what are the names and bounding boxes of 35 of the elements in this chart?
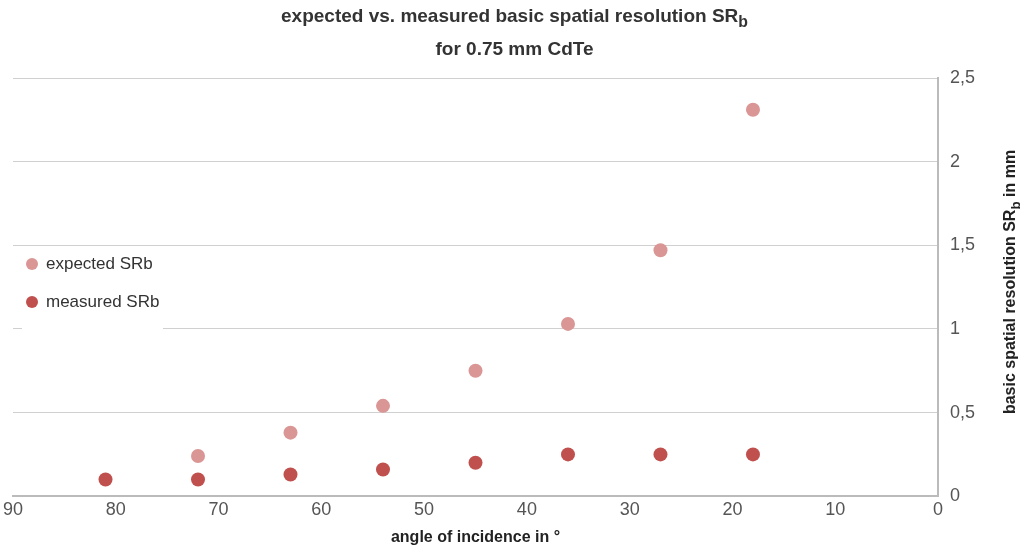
y-tick-label: 2,5 — [949, 66, 976, 87]
point — [468, 455, 483, 470]
x-tick-label: 50 — [414, 498, 435, 519]
point — [283, 425, 298, 440]
y-tick-label: 1 — [949, 317, 960, 338]
point — [98, 472, 113, 487]
y-tick-label: 0 — [949, 485, 960, 506]
x-tick-label: 70 — [208, 498, 229, 519]
x-axis-title: angle of incidence in ° — [390, 527, 561, 545]
chart-title: expected vs. measured basic spatial resolution SR$_{b}$ for 0.75 mm CdTe — [281, 5, 748, 59]
legend-label: measured SRb — [46, 292, 160, 311]
point — [191, 472, 205, 487]
point — [191, 449, 205, 464]
y-tick-label: 1,5 — [949, 234, 976, 255]
x-tick-label: 60 — [311, 498, 332, 519]
point — [468, 363, 483, 378]
point — [745, 447, 760, 462]
point — [560, 447, 575, 462]
y-tick-label: 2 — [949, 150, 960, 171]
x-tick-label: 40 — [516, 498, 537, 519]
x-tick-label: 10 — [825, 498, 846, 519]
x-tick-label: 0 — [932, 498, 943, 519]
x-tick-label: 20 — [722, 498, 743, 519]
x-tick-label: 80 — [105, 498, 126, 519]
point — [283, 467, 298, 482]
point — [653, 447, 668, 462]
point — [560, 316, 575, 331]
point — [653, 243, 668, 258]
x-tick-label: 90 — [3, 498, 24, 519]
point — [745, 102, 760, 117]
y-tick-label: 0,5 — [949, 401, 976, 422]
x-tick-label: 30 — [619, 498, 640, 519]
legend-label: expected SRb — [46, 254, 153, 273]
point — [376, 398, 390, 413]
point — [376, 462, 390, 477]
